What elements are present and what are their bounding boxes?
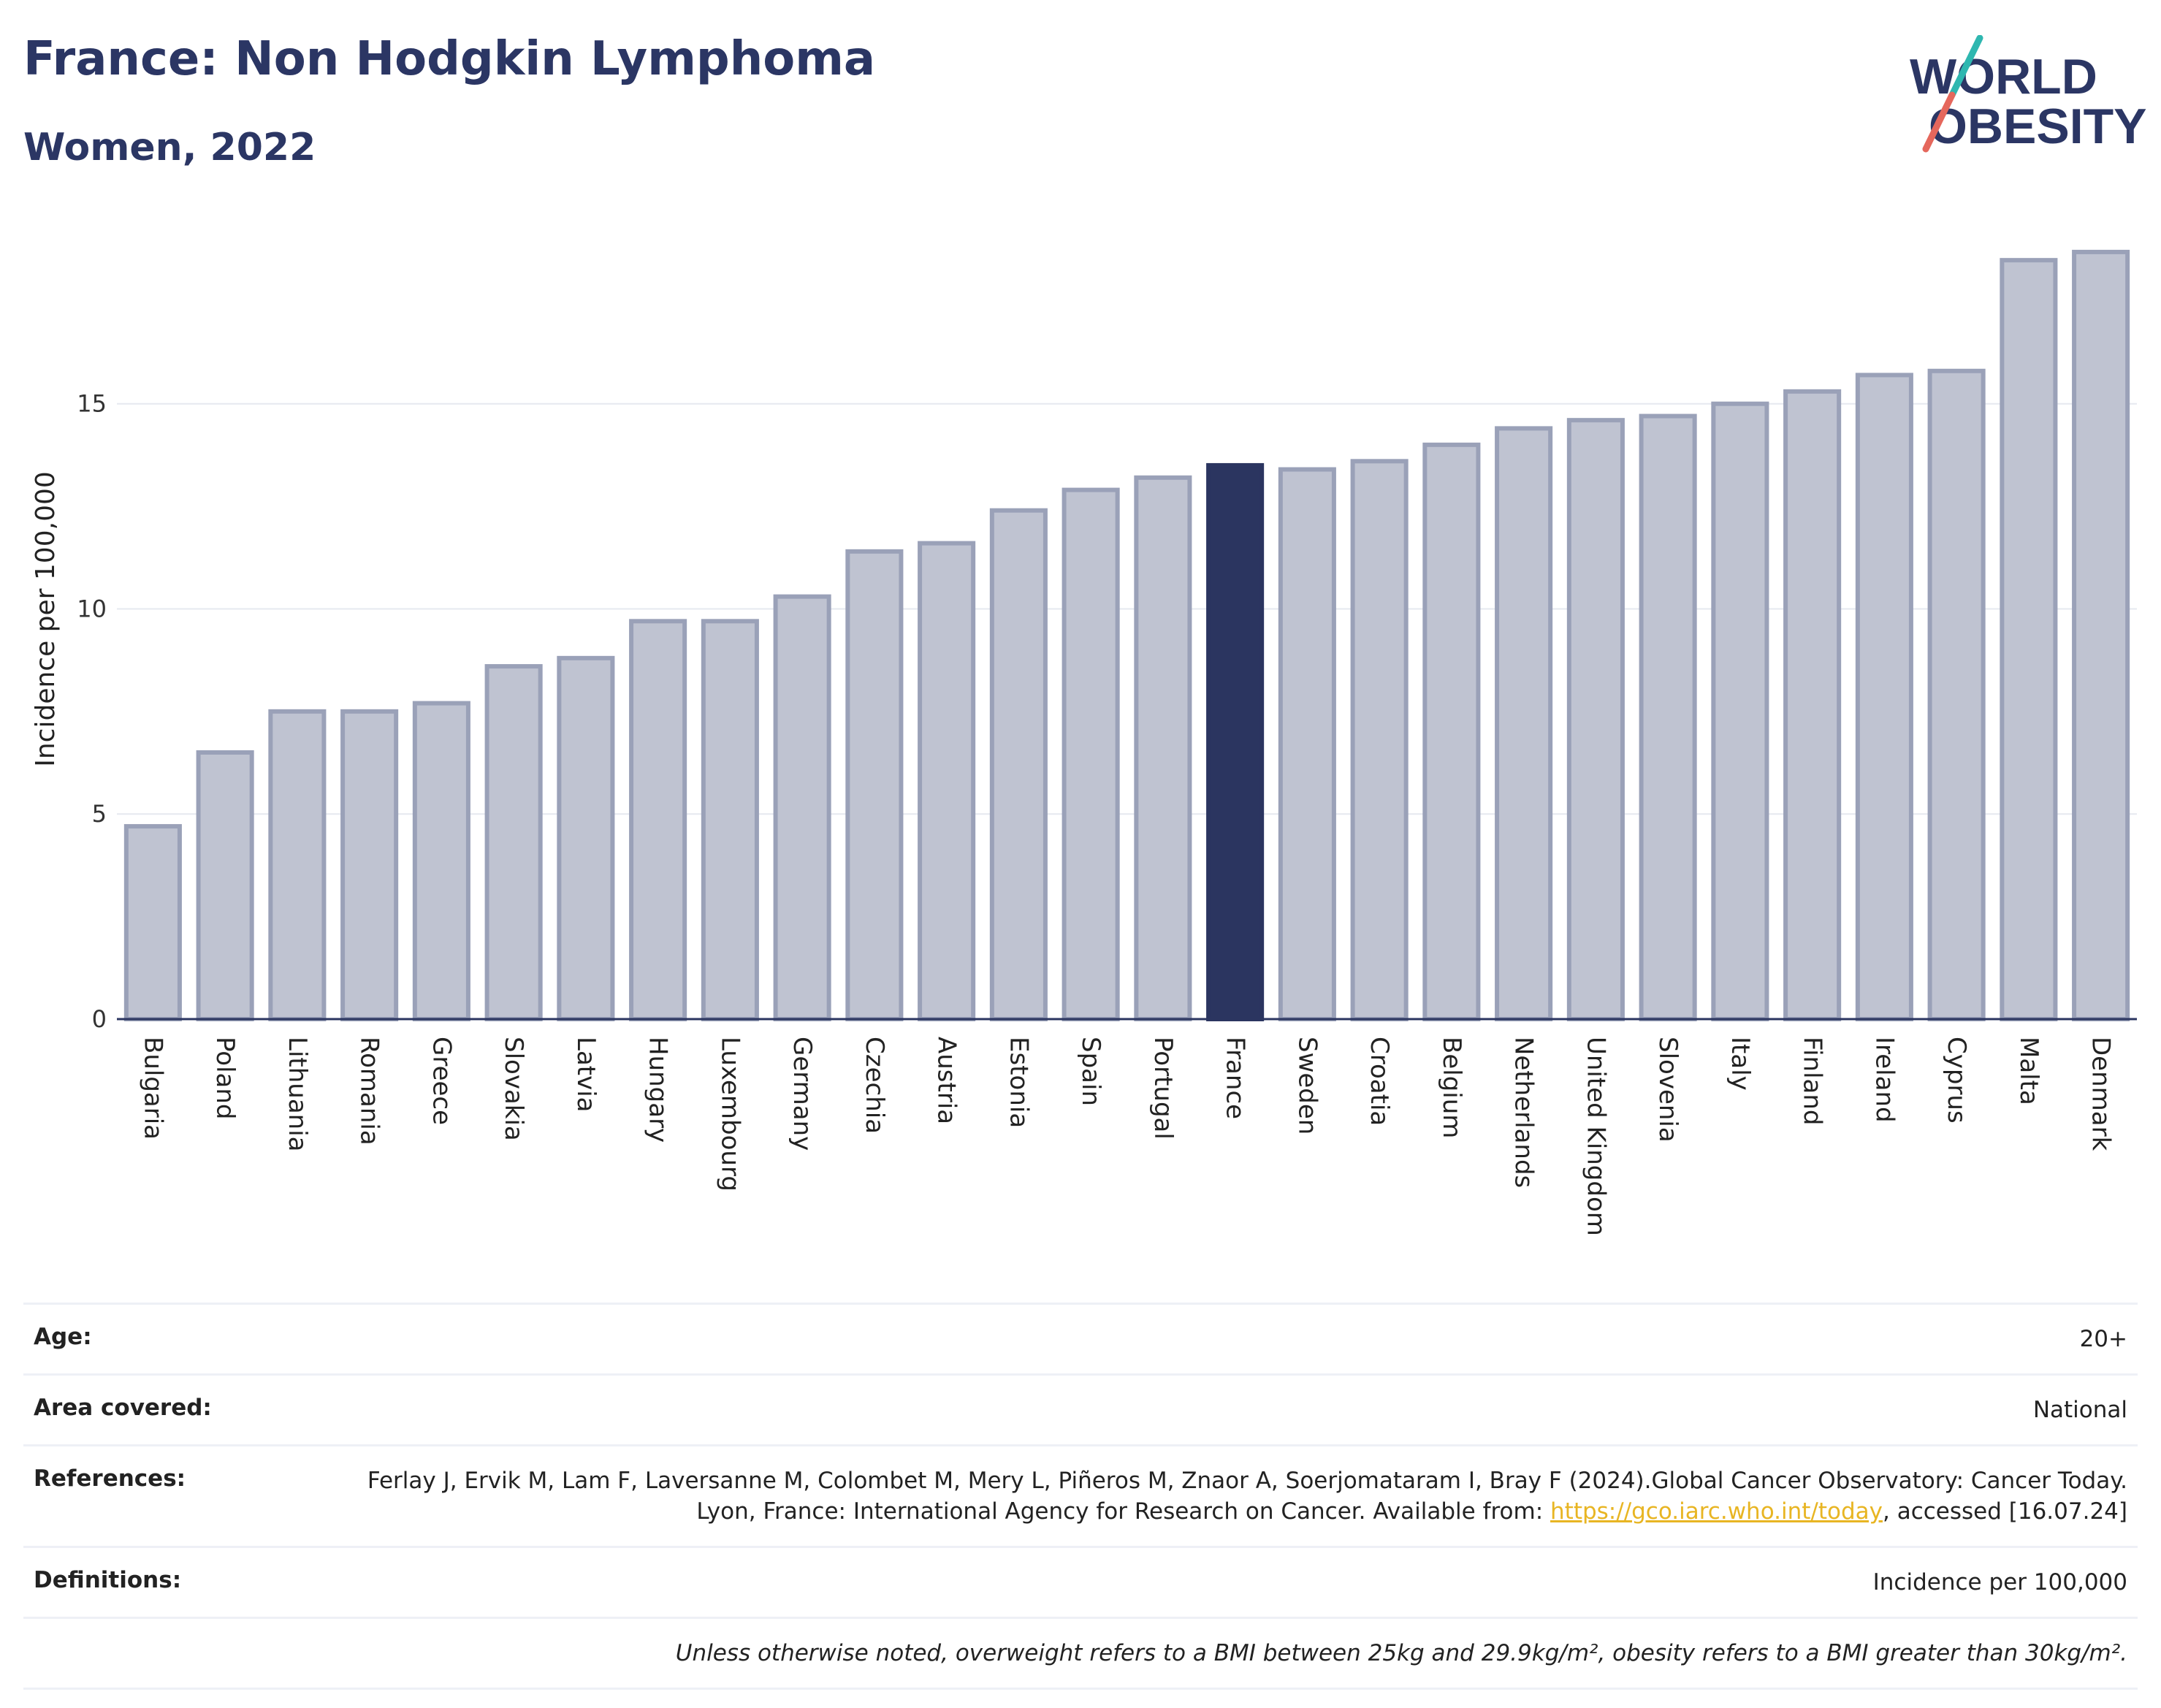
x-tick-label: Luxembourg [715,1037,744,1192]
logo-slash-teal [1948,35,1983,99]
bar [1495,426,1553,1021]
x-tick-label: Belgium [1437,1037,1466,1138]
y-axis-label: Incidence per 100,000 [31,471,61,767]
references-value: Ferlay J, Ervik M, Lam F, Laversanne M, … [301,1465,2127,1527]
x-tick-label: Italy [1726,1037,1755,1091]
x-tick-label: Austria [932,1037,961,1124]
bar [268,709,327,1021]
x-tick-label: Slovenia [1653,1037,1682,1143]
info-table: Age: 20+ Area covered: National Referenc… [23,1303,2138,1690]
bar [845,549,904,1021]
logo-line1: WORLD [1910,49,2097,104]
bar [1206,462,1265,1021]
bar [484,664,543,1021]
x-tick-label: Latvia [571,1037,601,1113]
bar [701,619,759,1021]
bar [629,619,687,1021]
y-tick-label: 5 [92,800,107,828]
age-label: Age: [34,1324,92,1350]
bar [1783,389,1842,1021]
x-tick-label: Hungary [644,1037,673,1143]
bar [412,701,470,1021]
x-tick-label: Lithuania [283,1037,312,1151]
x-tick-label: United Kingdom [1581,1037,1610,1236]
references-text: Ferlay J, Ervik M, Lam F, Laversanne M, … [367,1468,2127,1525]
y-tick-label: 10 [77,595,107,622]
bar [2000,258,2058,1022]
x-tick-label: Spain [1076,1037,1105,1106]
x-tick-label: Sweden [1292,1037,1322,1135]
bar [196,750,254,1021]
bar [1422,442,1481,1021]
bar [1639,413,1697,1021]
bar [773,594,831,1021]
bar [918,541,976,1021]
x-tick-label: Bulgaria [138,1037,167,1140]
area-value: National [2032,1397,2127,1423]
x-tick-label: Croatia [1365,1037,1394,1126]
x-tick-label: Ireland [1870,1037,1899,1123]
x-tick-label: Romania [355,1037,384,1145]
x-tick-label: France [1221,1037,1250,1119]
x-tick-label: Estonia [1004,1037,1033,1128]
bar [1062,487,1120,1021]
x-tick-label: Greece [427,1037,456,1125]
info-row-note: Unless otherwise noted, overweight refer… [23,1617,2138,1690]
obesity-note: Unless otherwise noted, overweight refer… [675,1640,2127,1666]
logo-line2: OBESITY [1929,99,2147,154]
logo-slash-red [1922,91,1956,153]
bar [557,655,615,1021]
bar [1566,418,1625,1021]
x-tick-label: Denmark [2086,1037,2116,1151]
bar [1134,475,1192,1021]
bar [2072,249,2130,1021]
info-row-age: Age: 20+ [23,1303,2138,1373]
references-tail: , accessed [16.07.24] [1882,1498,2127,1525]
chart-subtitle: Women, 2022 [23,126,316,169]
area-label: Area covered: [34,1395,212,1421]
bar [1711,401,1769,1021]
bar [1278,467,1336,1021]
x-tick-label: Netherlands [1509,1037,1539,1188]
bar-chart: 0 5 10 15 Incidence per 100,000 Bulgaria Polan… [31,249,2137,1236]
x-tick-label: Slovakia [499,1037,528,1141]
x-tick-label: Portugal [1148,1037,1178,1140]
x-tick-label: Poland [210,1037,240,1120]
x-tick-label: Finland [1798,1037,1827,1126]
bar [989,508,1048,1021]
info-row-area: Area covered: National [23,1373,2138,1444]
y-tick-label: 0 [92,1005,107,1033]
info-row-definitions: Definitions: Incidence per 100,000 [23,1546,2138,1617]
definitions-value: Incidence per 100,000 [1872,1569,2127,1595]
definitions-label: Definitions: [34,1567,182,1593]
x-tick-label: Malta [2014,1037,2043,1105]
x-tick-label: Cyprus [1942,1037,1971,1124]
references-label: References: [34,1465,186,1492]
y-tick-label: 15 [77,390,107,418]
world-obesity-logo: WORLD OBESITY [1910,35,2147,154]
chart-title: France: Non Hodgkin Lymphoma [23,32,876,86]
x-tick-label: Germany [788,1037,817,1151]
bar [1927,368,1986,1021]
bar [123,824,182,1021]
references-link[interactable]: https://gco.iarc.who.int/today [1550,1498,1883,1525]
bar [340,709,399,1021]
x-tick-label: Czechia [860,1037,889,1134]
age-value: 20+ [2079,1326,2127,1352]
info-row-references: References: Ferlay J, Ervik M, Lam F, La… [23,1444,2138,1546]
bar [1855,373,1913,1021]
bar [1350,459,1409,1021]
